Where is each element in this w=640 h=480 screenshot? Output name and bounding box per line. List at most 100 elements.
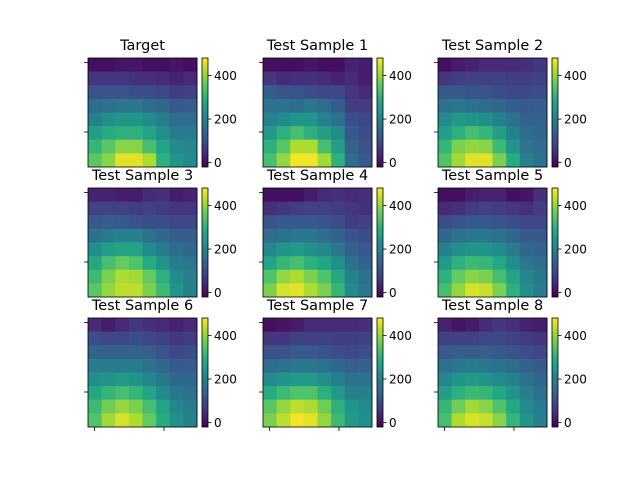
heatmap-cell [465,215,480,230]
heatmap-cell [438,242,453,257]
heatmap-cell [478,98,493,113]
heatmap-cell [331,331,346,346]
heatmap-cell [478,358,493,373]
heatmap-cell [344,112,359,127]
heatmap-cell [492,85,507,100]
heatmap-cell [276,153,291,168]
heatmap-cell [290,318,305,333]
heatmap-cell [276,331,291,346]
heatmap-cell [492,98,507,113]
heatmap-cell [533,188,548,203]
heatmap-cell [465,318,480,333]
heatmap-cell [451,126,466,141]
heatmap-cell [533,201,548,216]
colorbar-tick-label: 0 [564,286,572,300]
heatmap-cell [101,139,116,154]
colorbar [202,58,208,167]
heatmap-cell [263,242,278,257]
heatmap-cell [115,256,130,271]
heatmap-cell [451,228,466,243]
heatmap-cell [303,372,318,387]
heatmap-cell [438,331,453,346]
heatmap-cell [101,98,116,113]
colorbar-tick-label: 0 [214,286,222,300]
heatmap-panel: Test Sample 1 0 200 400 [259,38,412,170]
heatmap-cell [290,228,305,243]
heatmap-cell [142,98,157,113]
heatmap-cell [492,256,507,271]
heatmap-cell [438,318,453,333]
heatmap-cell [478,345,493,360]
heatmap-cell [115,386,130,401]
heatmap-cell [101,386,116,401]
heatmap-cell [492,71,507,86]
heatmap-cell [263,201,278,216]
heatmap-cell [169,98,184,113]
heatmap-cell [263,399,278,414]
heatmap-cell [519,98,534,113]
colorbar-frame [376,187,384,298]
heatmap-cell [478,153,493,168]
heatmap-cell [169,85,184,100]
heatmap-cell [331,188,346,203]
heatmap-cell [344,215,359,230]
heatmap-cell [506,413,521,428]
heatmap-cell [317,58,332,73]
heatmap-cell [88,85,103,100]
heatmap-cell [115,215,130,230]
heatmap-cell [317,413,332,428]
heatmap-cell [169,242,184,257]
heatmap-cell [303,58,318,73]
heatmap-cell [478,188,493,203]
heatmap-cell [303,188,318,203]
heatmap-cell [263,318,278,333]
heatmap-cell [183,139,198,154]
heatmap-cell [169,112,184,127]
heatmap-cell [331,153,346,168]
heatmap-cell [156,283,171,298]
heatmap-cell [344,58,359,73]
plot-frame [262,57,373,168]
heatmap-cell [263,85,278,100]
colorbar-tick-label: 400 [214,199,237,213]
colorbar-tick-label: 200 [564,373,587,387]
heatmap-cell [101,201,116,216]
heatmap-cell [451,58,466,73]
heatmap-cell [156,358,171,373]
heatmap-cell [156,413,171,428]
heatmap-cell [478,242,493,257]
heatmap-cell [169,413,184,428]
heatmap-cell [492,126,507,141]
heatmap-cell [101,153,116,168]
heatmap-cell [303,269,318,284]
heatmap-cell [519,71,534,86]
heatmap-cell [128,153,143,168]
heatmap-cell [276,215,291,230]
subplot-title: Test Sample 1 [266,38,368,54]
heatmap-cell [88,413,103,428]
heatmap-cell [492,112,507,127]
heatmap-cell [263,139,278,154]
heatmap-cell [451,345,466,360]
heatmap-cell [492,58,507,73]
heatmap-cell [478,112,493,127]
heatmap-cell [115,126,130,141]
heatmap-cell [533,256,548,271]
heatmap-cell [183,345,198,360]
heatmap-cell [358,399,373,414]
heatmap-cell [478,58,493,73]
heatmap-cell [478,85,493,100]
heatmap-cell [101,358,116,373]
heatmap-cell [506,283,521,298]
heatmap-cell [533,345,548,360]
heatmap-cell [465,85,480,100]
heatmap-cell [358,331,373,346]
heatmap-cell [128,58,143,73]
heatmap-cell [290,345,305,360]
subplot-title: Test Sample 2 [441,38,543,54]
colorbar-tick-label: 0 [564,416,572,430]
colorbar [377,188,383,297]
heatmap-cell [101,318,116,333]
